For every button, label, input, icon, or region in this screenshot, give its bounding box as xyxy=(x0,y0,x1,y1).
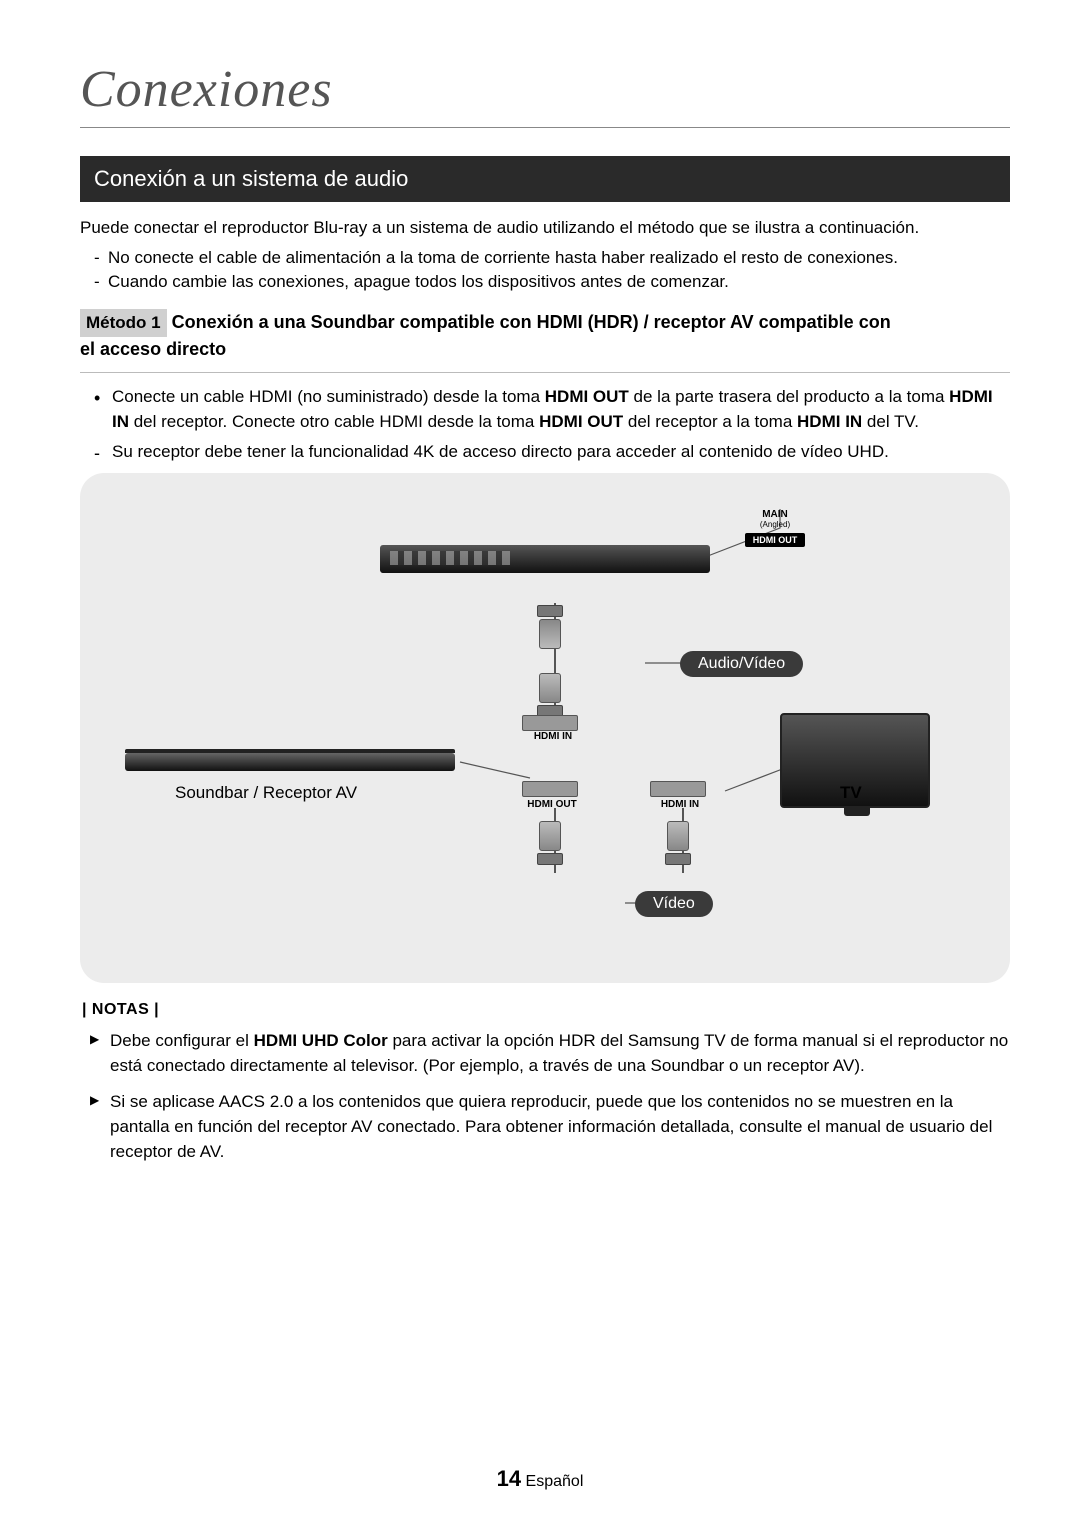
hdmi-in-label: HDMI IN xyxy=(528,731,578,742)
note-item: Debe configurar el HDMI UHD Color para a… xyxy=(90,1029,1010,1078)
chapter-title: Conexiones xyxy=(80,60,1010,128)
step-item: Conecte un cable HDMI (no suministrado) … xyxy=(94,385,1010,434)
audio-video-pill: Audio/Vídeo xyxy=(680,651,803,677)
soundbar-graphic xyxy=(125,753,455,771)
hdmi-plug-icon xyxy=(663,821,693,877)
notes-header: | NOTAS | xyxy=(82,1001,1010,1019)
hdmi-out-chip: HDMI OUT xyxy=(745,533,805,547)
precaution-list: No conecte el cable de alimentación a la… xyxy=(80,246,1010,295)
text: de la parte trasera del producto a la to… xyxy=(629,387,949,406)
text: Debe configurar el xyxy=(110,1031,254,1050)
bluray-player-graphic xyxy=(380,545,710,573)
bold-text: HDMI OUT xyxy=(539,412,623,431)
method-title: Conexión a una Soundbar compatible con H… xyxy=(172,312,891,332)
bold-text: HDMI OUT xyxy=(545,387,629,406)
main-port-sublabel: (Angled) xyxy=(735,520,815,529)
method-heading: Método 1 Conexión a una Soundbar compati… xyxy=(80,309,1010,373)
hdmi-in-label: HDMI IN xyxy=(652,799,708,810)
tv-label: TV xyxy=(840,783,862,803)
page-footer: 14 Español xyxy=(0,1466,1080,1492)
text: del TV. xyxy=(862,412,919,431)
video-pill: Vídeo xyxy=(635,891,713,917)
intro-text: Puede conectar el reproductor Blu-ray a … xyxy=(80,216,1010,240)
hdmi-plug-icon xyxy=(535,821,565,877)
main-port-label: MAIN xyxy=(735,509,815,520)
hdmi-port-icon xyxy=(522,715,578,731)
main-port-callout: MAIN (Angled) HDMI OUT xyxy=(735,509,815,547)
hdmi-plug-icon xyxy=(535,593,565,649)
page-language: Español xyxy=(526,1473,584,1490)
hdmi-port-icon xyxy=(650,781,706,797)
precaution-item: No conecte el cable de alimentación a la… xyxy=(94,246,1010,271)
notes-list: Debe configurar el HDMI UHD Color para a… xyxy=(80,1029,1010,1164)
step-item: Su receptor debe tener la funcionalidad … xyxy=(94,440,1010,465)
text: del receptor. Conecte otro cable HDMI de… xyxy=(129,412,539,431)
page-number: 14 xyxy=(497,1466,521,1491)
bold-text: HDMI IN xyxy=(797,412,862,431)
method-badge: Método 1 xyxy=(80,309,167,337)
step-list: Conecte un cable HDMI (no suministrado) … xyxy=(80,385,1010,465)
bold-text: HDMI UHD Color xyxy=(254,1031,388,1050)
soundbar-label: Soundbar / Receptor AV xyxy=(175,783,357,803)
method-tail: el acceso directo xyxy=(80,339,226,359)
note-item: Si se aplicase AACS 2.0 a los contenidos… xyxy=(90,1090,1010,1164)
precaution-item: Cuando cambie las conexiones, apague tod… xyxy=(94,270,1010,295)
subsection-header: Conexión a un sistema de audio xyxy=(80,156,1010,202)
connection-diagram: MAIN (Angled) HDMI OUT Audio/Vídeo HDMI … xyxy=(80,473,1010,983)
hdmi-out-label: HDMI OUT xyxy=(524,799,580,810)
hdmi-port-icon xyxy=(522,781,578,797)
text: del receptor a la toma xyxy=(623,412,797,431)
text: Conecte un cable HDMI (no suministrado) … xyxy=(112,387,545,406)
